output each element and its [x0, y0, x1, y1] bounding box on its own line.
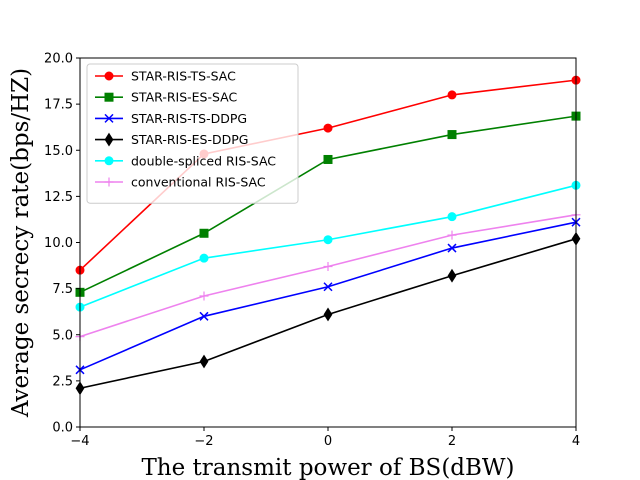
series-star-ris-ts-ddpg: [75, 217, 581, 375]
data-point: [323, 261, 333, 271]
x-tick-label: −4: [70, 434, 89, 449]
legend-item: STAR-RIS-TS-DDPG: [95, 111, 247, 126]
legend-label: conventional RIS-SAC: [131, 175, 266, 190]
y-axis-label: Average secrecy rate(bps/HZ): [8, 68, 34, 418]
x-tick-label: 2: [448, 434, 456, 449]
data-point: [447, 230, 457, 240]
data-point: [447, 243, 457, 253]
y-tick-label: 15.0: [44, 144, 73, 159]
y-tick-label: 5.0: [52, 328, 73, 343]
data-point: [323, 307, 333, 322]
y-tick-label: 17.5: [44, 98, 73, 113]
legend-item: double-spliced RIS-SAC: [95, 153, 276, 168]
series-layer: [75, 75, 581, 396]
series-line: [79, 221, 577, 371]
data-point: [323, 154, 333, 164]
data-point: [447, 268, 457, 283]
legend-marker: [104, 132, 114, 147]
ticks-layer: −4 −2 0 2 4 0.0 2.5 5.0 7.5 10.0 12.5 15.0 17.5 20.0: [44, 52, 580, 450]
legend-marker: [104, 71, 114, 81]
data-point: [323, 235, 333, 245]
legend-item: STAR-RIS-ES-DDPG: [95, 132, 248, 147]
legend-label: STAR-RIS-TS-SAC: [131, 69, 236, 84]
x-axis-label: The transmit power of BS(dBW): [141, 455, 514, 480]
data-point: [199, 253, 209, 263]
x-tick-label: 4: [572, 434, 580, 449]
x-tick-label: 0: [324, 434, 332, 449]
y-tick-label: 2.5: [52, 374, 73, 389]
legend-marker: [104, 92, 114, 102]
y-tick-label: 12.5: [44, 190, 73, 205]
data-point: [199, 354, 209, 369]
legend-marker: [104, 113, 114, 123]
data-point: [323, 123, 333, 133]
legend-label: STAR-RIS-TS-DDPG: [131, 111, 247, 126]
data-point: [447, 212, 457, 222]
data-point: [323, 282, 333, 292]
data-point: [447, 90, 457, 100]
x-tick-label: −2: [194, 434, 213, 449]
legend-label: STAR-RIS-ES-DDPG: [131, 132, 248, 147]
y-tick-label: 10.0: [44, 236, 73, 251]
legend-marker: [104, 156, 114, 166]
legend-item: conventional RIS-SAC: [95, 175, 266, 190]
legend-marker: [104, 177, 114, 187]
legend-box: [86, 63, 299, 204]
y-tick-label: 20.0: [44, 52, 73, 67]
series-star-ris-es-ddpg: [75, 231, 581, 396]
legend-label: double-spliced RIS-SAC: [131, 153, 276, 168]
data-point: [199, 228, 209, 238]
y-tick-label: 7.5: [52, 282, 73, 297]
series-conventional-ris-sac: [75, 210, 581, 342]
legend-item: STAR-RIS-TS-SAC: [95, 69, 236, 84]
y-tick-label: 0.0: [52, 421, 73, 436]
legend-item: STAR-RIS-ES-SAC: [95, 90, 237, 105]
legend: STAR-RIS-TS-SAC STAR-RIS-ES-SAC STAR-RIS-T…: [86, 63, 299, 204]
data-point: [199, 311, 209, 321]
legend-label: STAR-RIS-ES-SAC: [131, 90, 237, 105]
data-point: [447, 130, 457, 140]
data-point: [199, 291, 209, 301]
